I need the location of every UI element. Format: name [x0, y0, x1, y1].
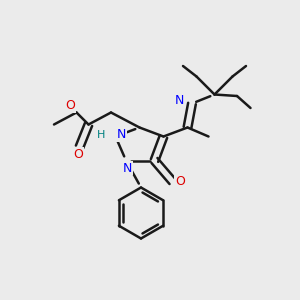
Text: O: O	[66, 99, 75, 112]
Text: O: O	[175, 175, 185, 188]
Text: O: O	[73, 148, 83, 161]
Text: N: N	[117, 128, 126, 142]
Text: N: N	[175, 94, 184, 107]
Text: N: N	[123, 161, 132, 175]
Text: H: H	[97, 130, 105, 140]
